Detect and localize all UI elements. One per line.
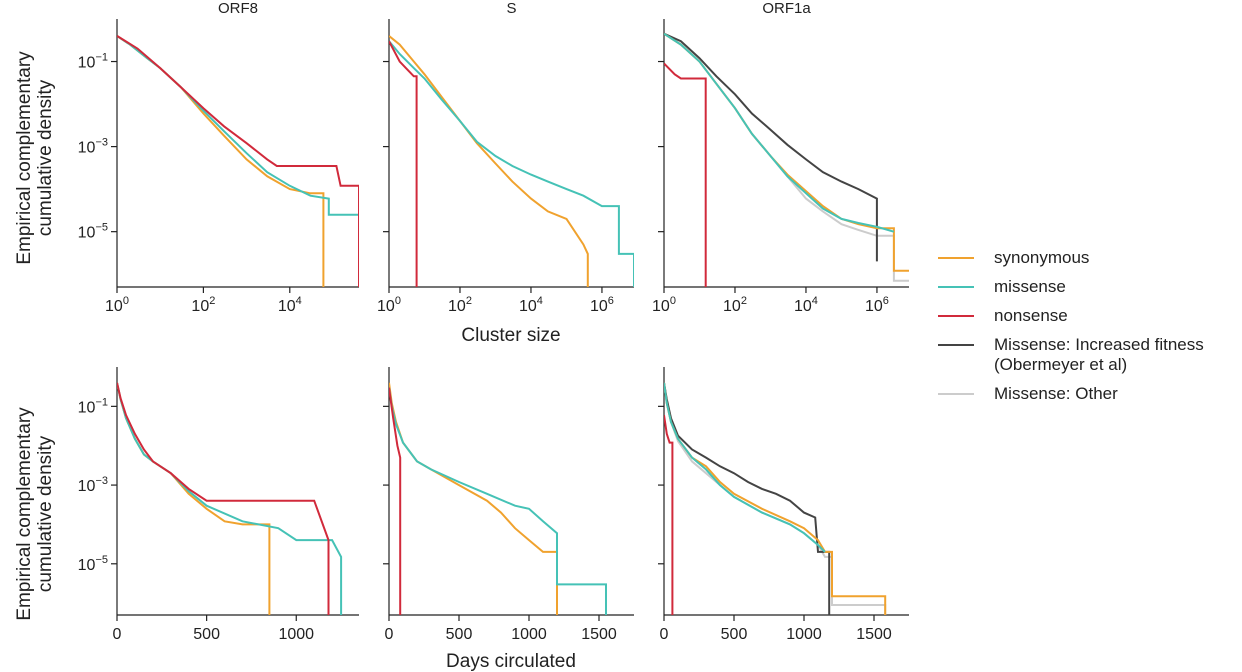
ylabel-top-line1: Empirical complementary: [14, 51, 35, 265]
x-tick-label: 500: [193, 626, 220, 643]
panel-days-1: 0 500 1000 1500: [383, 367, 634, 643]
series-nonsense: [664, 62, 707, 287]
y-tick-label: 10−1: [78, 396, 108, 416]
series-missense: [389, 387, 607, 615]
legend-label: missense: [994, 277, 1066, 296]
series-missense: [117, 382, 343, 615]
legend-label: Missense: Increased fitness (Obermeyer e…: [994, 335, 1204, 374]
x-tick-label: 1000: [786, 626, 822, 643]
ylabel-bottom-line2: cumulative density: [35, 435, 56, 592]
panel-title: ORF1a: [762, 0, 811, 17]
legend-item-increased: Missense: Increased fitness (Obermeyer e…: [938, 335, 1204, 375]
x-tick-label: 1000: [511, 626, 547, 643]
x-tick-label: 104: [794, 295, 818, 315]
x-tick-label: 100: [377, 295, 401, 315]
series-synonymous: [389, 35, 589, 287]
series-nonsense: [117, 382, 330, 615]
legend-label: synonymous: [994, 248, 1090, 267]
ylabel-top-line2: cumulative density: [35, 79, 56, 236]
series-missense: [664, 382, 826, 553]
series-other: [664, 382, 887, 615]
xlabel-days-circulated: Days circulated: [446, 651, 576, 672]
series-other: [664, 32, 909, 282]
y-tick-label: 10−1: [78, 52, 108, 72]
ylabel-bottom-line1: Empirical complementary: [14, 407, 35, 621]
legend-swatch: [938, 286, 974, 288]
panel-title: ORF8: [218, 0, 258, 17]
panel-title: S: [506, 0, 516, 17]
legend-label: Missense: Other: [994, 384, 1118, 403]
x-tick-label: 500: [721, 626, 748, 643]
panel-orf8: 100 102 104 10−1 10−3 10−5 ORF8: [78, 0, 359, 315]
series-nonsense: [117, 35, 359, 287]
xlabel-cluster-size: Cluster size: [461, 325, 560, 346]
x-tick-label: 0: [113, 626, 122, 643]
series-missense: [389, 40, 634, 287]
legend-item-missense: missense: [938, 277, 1204, 297]
legend: synonymous missense nonsense Missense: Incr…: [938, 248, 1204, 413]
x-tick-label: 0: [385, 626, 394, 643]
y-tick-label: 10−3: [78, 137, 108, 157]
x-tick-label: 1500: [856, 626, 892, 643]
series-increased: [664, 32, 878, 262]
y-tick-label: 10−5: [78, 222, 108, 242]
x-tick-label: 1000: [278, 626, 314, 643]
x-tick-label: 106: [590, 295, 614, 315]
panel-s: 100 102 104 106 S: [377, 0, 634, 315]
legend-item-synonymous: synonymous: [938, 248, 1204, 268]
legend-label: nonsense: [994, 306, 1068, 325]
series-nonsense: [389, 40, 418, 287]
y-tick-label: 10−5: [78, 554, 108, 574]
series-nonsense: [389, 387, 402, 615]
legend-swatch: [938, 344, 974, 346]
series-missense: [664, 32, 895, 233]
series-synonymous: [117, 35, 325, 287]
series-nonsense: [664, 414, 674, 615]
series-synonymous: [664, 382, 887, 615]
y-tick-label: 10−3: [78, 475, 108, 495]
x-tick-label: 0: [660, 626, 669, 643]
series-increased: [664, 382, 831, 615]
panel-days-0: 0 500 1000 10−1 10−3 10−5: [78, 367, 359, 643]
x-tick-label: 102: [448, 295, 472, 315]
x-tick-label: 104: [278, 295, 302, 315]
x-tick-label: 1500: [581, 626, 617, 643]
x-tick-label: 104: [519, 295, 543, 315]
x-tick-label: 102: [191, 295, 215, 315]
legend-swatch: [938, 393, 974, 395]
x-tick-label: 100: [105, 295, 129, 315]
x-tick-label: 100: [652, 295, 676, 315]
panel-days-2: 0 500 1000 1500: [658, 367, 909, 643]
legend-item-other: Missense: Other: [938, 384, 1204, 404]
legend-swatch: [938, 315, 974, 317]
x-tick-label: 102: [723, 295, 747, 315]
x-tick-label: 500: [446, 626, 473, 643]
legend-swatch: [938, 257, 974, 259]
series-synonymous: [389, 382, 558, 615]
x-tick-label: 106: [865, 295, 889, 315]
legend-item-nonsense: nonsense: [938, 306, 1204, 326]
series-synonymous: [117, 382, 271, 615]
panel-orf1a: 100 102 104 106 ORF1a: [652, 0, 909, 315]
